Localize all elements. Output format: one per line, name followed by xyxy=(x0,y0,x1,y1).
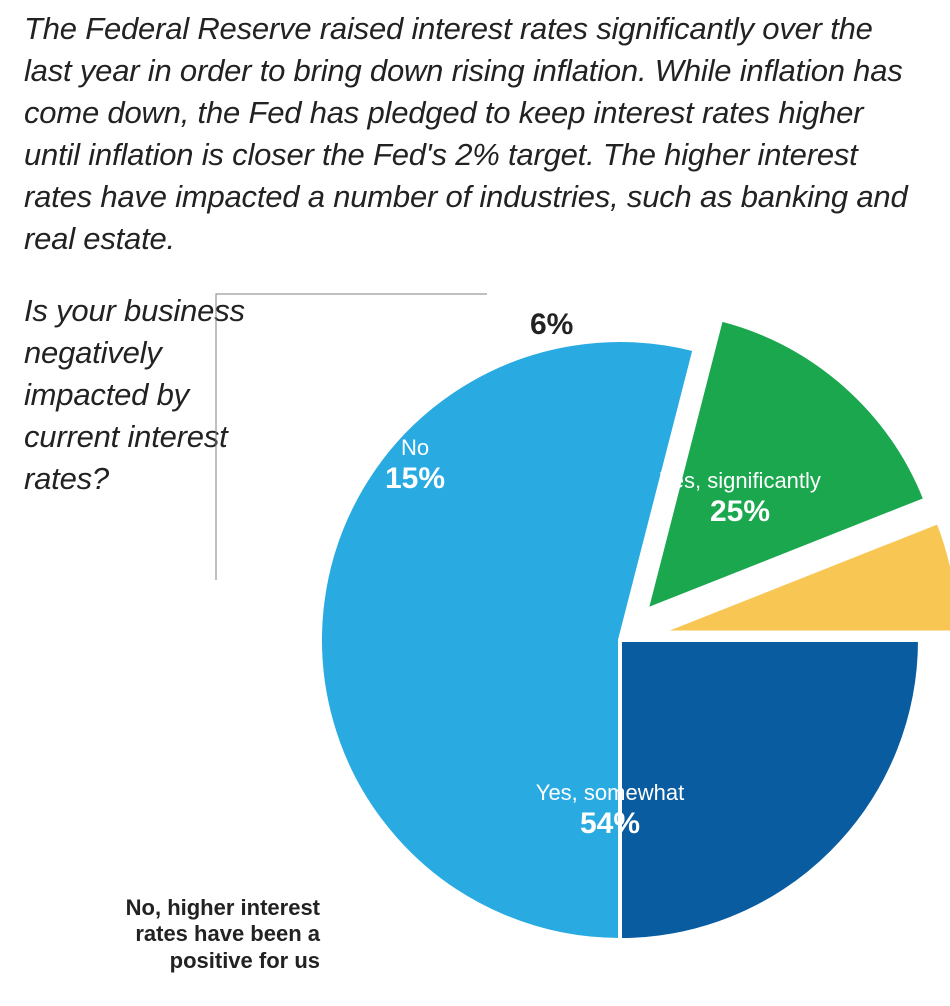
slice-label-no: No 15% xyxy=(355,435,475,497)
slice-label-no-positive-pct: 6% xyxy=(530,308,573,342)
slice-name: Yes, somewhat xyxy=(500,780,720,806)
slice-pct: 54% xyxy=(580,807,640,840)
slice-label-yes-somewhat: Yes, somewhat 54% xyxy=(500,780,720,842)
slice-name: No xyxy=(355,435,475,461)
slice-pct: 15% xyxy=(385,462,445,495)
slice-name: Yes, significantly xyxy=(630,468,850,494)
slice-pct: 25% xyxy=(710,495,770,528)
slice-callout-no-positive: No, higher interest rates have been a po… xyxy=(70,895,320,974)
slice-label-yes-significantly: Yes, significantly 25% xyxy=(630,468,850,530)
